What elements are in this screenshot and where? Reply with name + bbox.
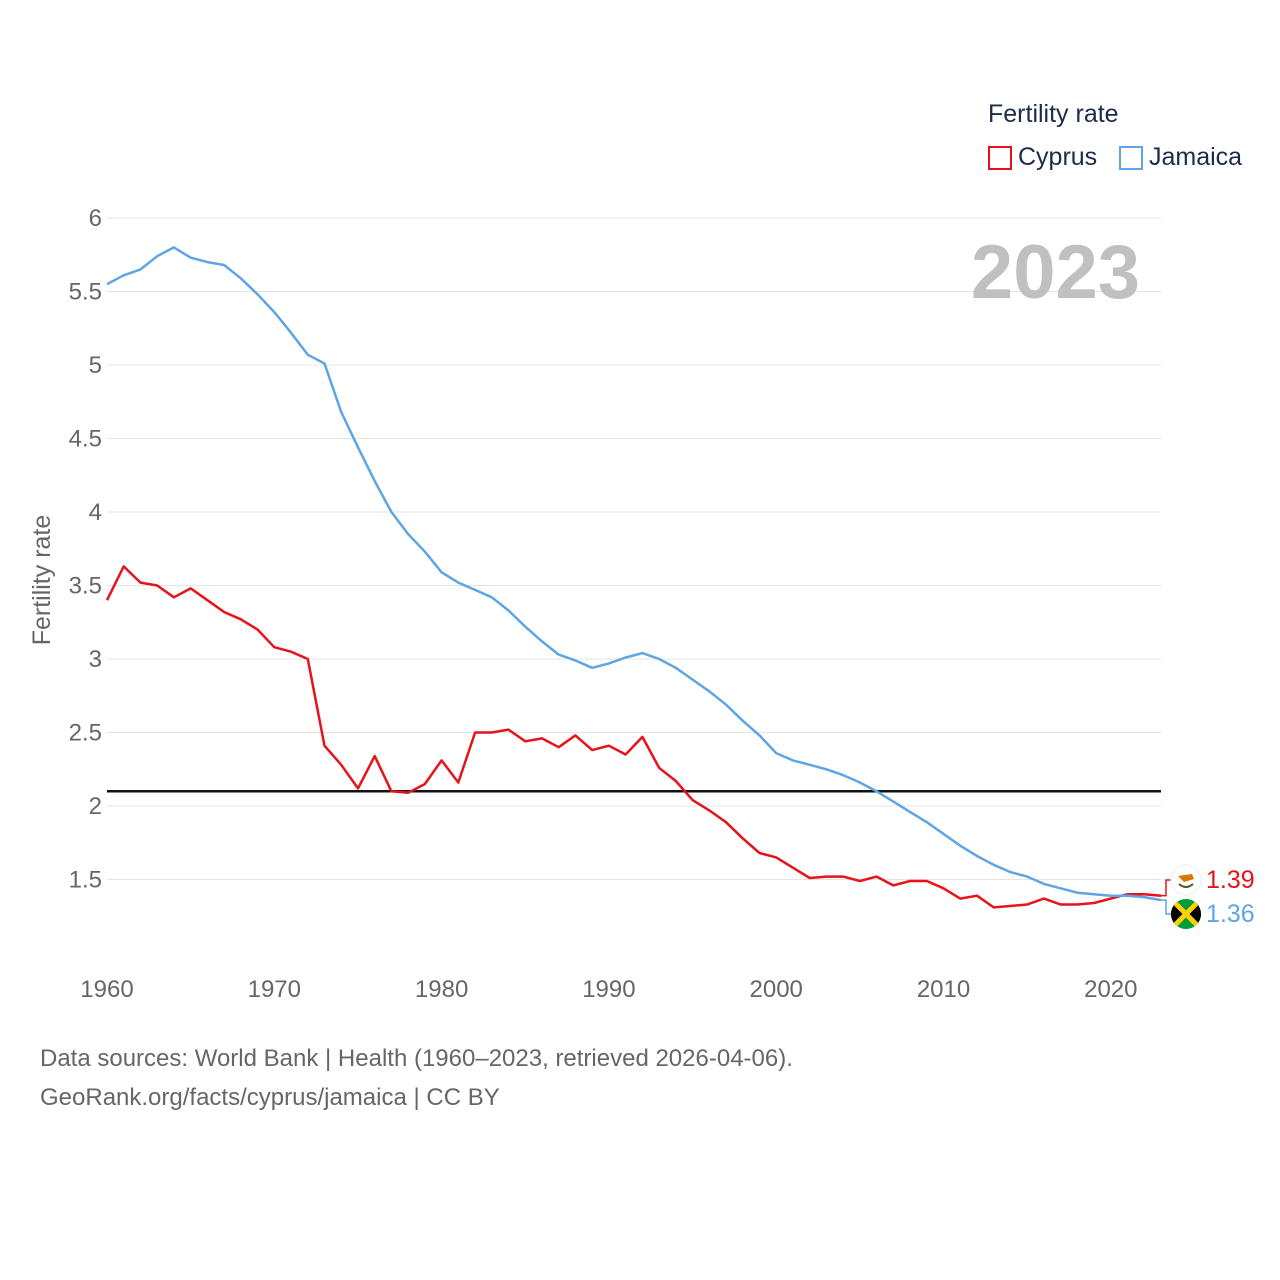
cyprus-flag-island [1178, 874, 1194, 882]
y-tick-label: 3 [89, 646, 102, 673]
jamaica-flag-saltire-2 [1171, 899, 1201, 929]
series-line-jamaica [106, 246, 1162, 902]
legend-label-jamaica: Jamaica [1149, 143, 1243, 171]
series-lines [105, 246, 1162, 909]
y-tick-label: 5 [89, 352, 102, 379]
cyprus-flag-icon [1170, 864, 1202, 896]
legend-swatch-cyprus [988, 145, 1012, 170]
x-tick-label: 1970 [248, 976, 301, 1003]
legend-item-jamaica[interactable]: Jamaica [1119, 143, 1242, 172]
x-tick-label: 2000 [750, 976, 803, 1003]
end-connector-jamaica [1161, 899, 1171, 915]
legend-swatch-jamaica [1119, 145, 1143, 170]
y-tick-label: 4.5 [69, 426, 102, 453]
y-axis-label: Fertility rate [28, 515, 56, 646]
end-labels: 1.39 1.36 [1161, 864, 1255, 929]
y-gridlines [107, 217, 1161, 880]
y-tick-label: 3.5 [69, 573, 102, 600]
end-connector-cyprus [1161, 879, 1171, 897]
data-source-note: Data sources: World Bank | Health (1960–… [40, 1045, 793, 1072]
end-value-label-cyprus: 1.39 [1206, 866, 1255, 894]
jamaica-flag-body [1171, 899, 1201, 929]
y-tick-labels: 1.5 2 2.5 3 3.5 4 4.5 5 5.5 6 [69, 205, 102, 894]
x-tick-labels: 1960 1970 1980 1990 2000 2010 2020 [80, 976, 1137, 1003]
series-line-cyprus [105, 565, 1162, 909]
x-tick-label: 1960 [80, 976, 133, 1003]
y-tick-label: 5.5 [69, 279, 102, 306]
jamaica-flag-black-right [1186, 899, 1201, 929]
y-tick-label: 4 [89, 499, 102, 526]
x-tick-label: 2010 [917, 976, 970, 1003]
legend-label-cyprus: Cyprus [1018, 143, 1098, 171]
y-tick-label: 6 [89, 205, 102, 232]
year-label: 2023 [971, 230, 1140, 315]
y-tick-label: 2.5 [69, 720, 102, 747]
end-value-label-jamaica: 1.36 [1206, 900, 1255, 928]
jamaica-flag-black-left [1171, 899, 1186, 929]
cyprus-flag-branches [1178, 883, 1194, 888]
x-tick-label: 1980 [415, 976, 468, 1003]
legend-title: Fertility rate [988, 100, 1119, 128]
y-tick-label: 1.5 [69, 867, 102, 894]
x-tick-label: 2020 [1084, 976, 1137, 1003]
legend-item-cyprus[interactable]: Cyprus [988, 143, 1097, 172]
jamaica-flag-icon [1171, 899, 1201, 929]
y-tick-label: 2 [89, 793, 102, 820]
attribution-link[interactable]: GeoRank.org/facts/cyprus/jamaica | CC BY [40, 1084, 500, 1111]
x-tick-label: 1990 [582, 976, 635, 1003]
